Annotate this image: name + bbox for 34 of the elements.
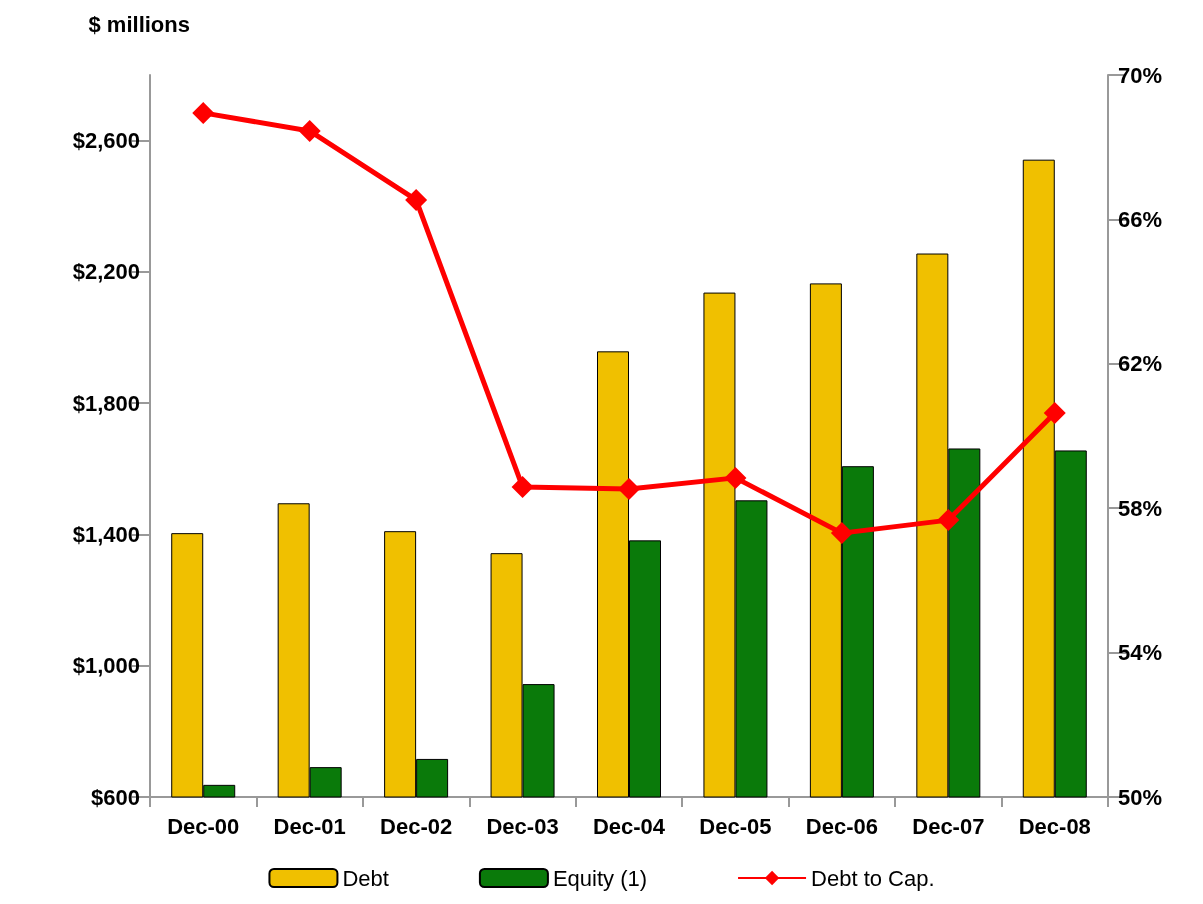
legend-label: Equity (1) xyxy=(552,865,648,891)
x-tick-label: Dec-02 xyxy=(380,813,453,839)
point xyxy=(298,119,321,142)
y2-tick-label: 58% xyxy=(1118,495,1163,521)
y2-tick-label: 54% xyxy=(1118,640,1163,666)
point xyxy=(511,475,534,498)
point xyxy=(830,522,853,545)
legend-label: Debt xyxy=(342,865,389,891)
y2-tick-label: 70% xyxy=(1118,62,1163,88)
y-axis-title: $ millions xyxy=(88,11,190,37)
x-tick-label: Dec-01 xyxy=(273,813,346,839)
legend-label: Debt to Cap. xyxy=(811,865,935,891)
point xyxy=(937,509,960,532)
x-tick-label: Dec-04 xyxy=(592,813,666,839)
y2-tick-label: 66% xyxy=(1118,206,1163,232)
y-tick-label: $2,600 xyxy=(72,128,140,154)
point xyxy=(618,478,640,501)
x-tick-label: Dec-03 xyxy=(486,813,559,839)
y2-tick-label: 50% xyxy=(1118,784,1163,810)
x-tick-label: Dec-00 xyxy=(167,813,240,839)
y-tick-label: $600 xyxy=(91,784,140,810)
point xyxy=(405,188,428,211)
x-tick-label: Dec-07 xyxy=(912,813,985,839)
y-tick-label: $2,200 xyxy=(72,259,140,285)
x-tick-label: Dec-06 xyxy=(805,813,878,839)
point xyxy=(1043,401,1066,424)
y-tick-label: $1,800 xyxy=(72,390,140,416)
point xyxy=(724,466,747,489)
y-tick-label: $1,400 xyxy=(72,521,140,547)
point xyxy=(192,101,215,124)
y2-tick-label: 62% xyxy=(1118,351,1163,377)
y-tick-label: $1,000 xyxy=(72,653,140,679)
x-tick-label: Dec-08 xyxy=(1018,813,1091,839)
x-tick-label: Dec-05 xyxy=(699,813,772,839)
